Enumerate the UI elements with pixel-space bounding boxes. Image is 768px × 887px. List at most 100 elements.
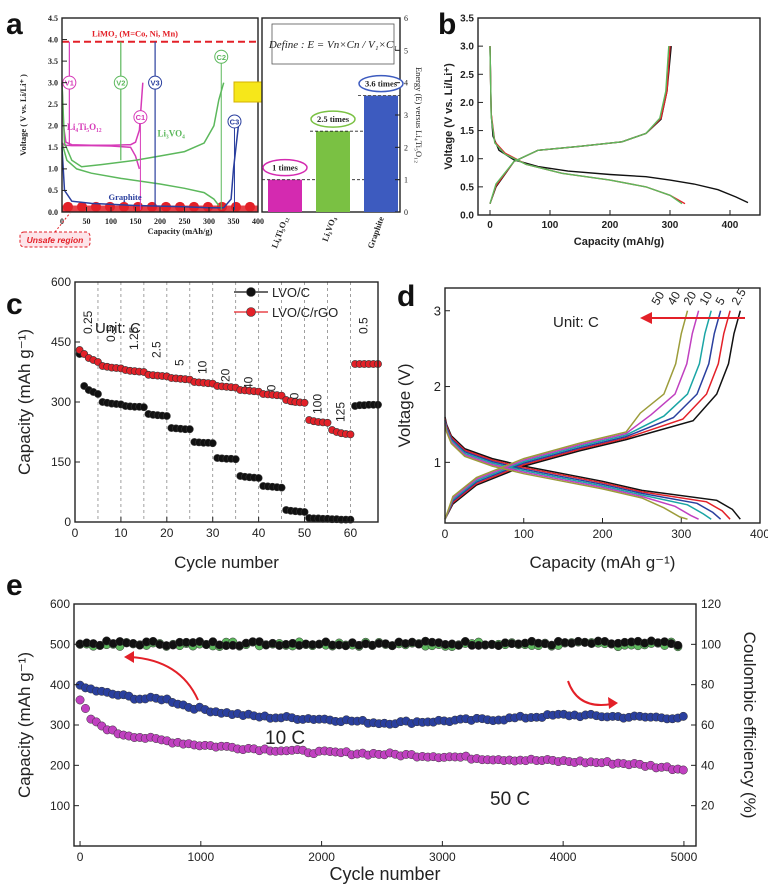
bar-category-label: Li₃VO₄ <box>320 215 338 243</box>
panel-b-voltage-profile-chart: 0 100 200 300 400 0.0 0.5 1.0 1.5 2.0 2.5 3.0 3.5 Cap… <box>443 14 761 248</box>
y-tick-label: 400 <box>50 678 70 692</box>
rate-label: 0.25 <box>81 310 95 334</box>
rate-label: 5 <box>712 294 728 307</box>
rate-label: 10 <box>696 289 715 308</box>
data-point <box>208 439 217 448</box>
y-tick-label: 5 <box>404 46 408 55</box>
x-tick-label: 200 <box>592 527 612 541</box>
y-tick-label: 3.0 <box>48 78 58 87</box>
rate-label: 0.5 <box>104 325 118 342</box>
panel-e-long-cycling-chart: 0 1000 2000 3000 4000 5000 100 200 300 400 500 600 2… <box>15 597 759 884</box>
unsafe-bubble <box>217 201 227 212</box>
y-tick-label: 3.0 <box>460 42 474 53</box>
x-tick-label: 0 <box>487 220 493 231</box>
y-tick-label: 3.5 <box>48 57 58 66</box>
y-tick-label: 6 <box>404 14 408 23</box>
series-line <box>61 82 225 168</box>
legend-label: LVO/C <box>272 285 310 300</box>
definition-formula: Define : E = Vn×Cn / V₁×C₁ <box>268 39 397 51</box>
series-line <box>489 46 671 204</box>
capacity-point <box>75 695 85 705</box>
panel-a-voltage-chart: LiMO₂ (M=Co, Ni, Mn) V1 V2 V3 C1 C2 C3 Li₄Ti₅O₁… <box>18 14 284 248</box>
capacity-marker-label: C2 <box>216 53 226 62</box>
x-tick-label: 0 <box>77 850 84 864</box>
y-tick-label: 450 <box>51 335 71 349</box>
x-tick-label: 2000 <box>308 850 335 864</box>
lto-curve-label: Li₄Ti₅O₁₂ <box>67 122 102 132</box>
x-tick-label: 300 <box>662 220 679 231</box>
x-tick-label: 400 <box>722 220 739 231</box>
y-tick-label: 0.5 <box>48 186 58 195</box>
panel-label-e: e <box>6 569 23 602</box>
data-point <box>254 474 263 482</box>
panel-label-c: c <box>6 288 23 321</box>
x-axis-title: Capacity (mAh/g) <box>148 226 213 236</box>
efficiency-point <box>460 637 470 646</box>
capacity-marker-label: C1 <box>136 113 146 122</box>
efficiency-point <box>95 640 105 650</box>
y-tick-label: 3 <box>434 303 441 318</box>
unsafe-bubble <box>203 201 213 212</box>
x-tick-label: 400 <box>750 527 768 541</box>
efficiency-point <box>454 640 464 650</box>
y2-tick-label: 20 <box>701 799 715 813</box>
data-point <box>94 390 102 398</box>
y-tick-label: 1.5 <box>48 143 58 152</box>
rate-label: 1.25 <box>127 326 141 350</box>
x-axis-title: Capacity (mAh g⁻¹) <box>530 553 676 572</box>
bar-label-ellipse <box>262 158 308 177</box>
data-point <box>323 418 332 427</box>
legend-marker <box>246 287 256 297</box>
charge-curve <box>444 310 731 520</box>
unsafe-bubble <box>63 201 73 212</box>
y-axis-title: Energy (E) versus Li₄Ti₅O₁₂ <box>414 67 424 163</box>
x-tick-label: 3000 <box>429 850 456 864</box>
y-tick-label: 1 <box>404 176 408 185</box>
y-tick-label: 600 <box>50 597 70 611</box>
capacity-marker-label: C3 <box>230 117 240 126</box>
y-tick-label: 0 <box>404 208 408 217</box>
y-tick-label: 2 <box>434 379 441 394</box>
right-arrow-head-icon <box>608 697 618 709</box>
discharge-curve <box>444 424 688 520</box>
unsafe-bubble <box>245 201 255 212</box>
data-point <box>346 430 355 439</box>
data-point <box>139 403 148 412</box>
y-axis-title: Voltage ( V vs. Li/Li⁺ ) <box>18 74 28 156</box>
x-tick-label: 60 <box>344 526 358 540</box>
unsafe-bubble <box>119 201 129 212</box>
legend-label: LVO/C/rGO <box>272 305 338 320</box>
y-tick-label: 200 <box>50 759 70 773</box>
rate-10c-label: 10 C <box>265 728 305 749</box>
y-tick-label: 2.5 <box>48 100 58 109</box>
energy-bar <box>316 131 350 212</box>
data-point <box>185 425 194 434</box>
unit-label: Unit: C <box>553 314 599 331</box>
unsafe-pointer <box>54 212 71 233</box>
data-point <box>300 398 309 407</box>
y-tick-label: 100 <box>50 799 70 813</box>
y-tick-label: 300 <box>50 718 70 732</box>
y-axis-title: Capacity (mAh g⁻¹) <box>15 652 34 798</box>
capacity-marker-circle <box>214 49 229 64</box>
efficiency-point <box>673 640 683 650</box>
panel-c-rate-capability-chart: 0.250.51.252.5510204050801001250.5010203… <box>15 275 382 572</box>
rate-label: 20 <box>680 289 699 308</box>
series-line <box>61 125 240 209</box>
y-tick-label: 600 <box>51 275 71 289</box>
rate-label: 5 <box>173 359 187 366</box>
x-tick-label: 4000 <box>550 850 577 864</box>
voltage-marker-circle <box>148 75 163 90</box>
series-line <box>489 46 672 204</box>
charge-curve <box>444 310 689 520</box>
panel-label-d: d <box>397 280 415 313</box>
capacity-point <box>678 711 688 721</box>
capacity-marker-circle <box>133 110 148 125</box>
y-tick-label: 4.5 <box>48 14 58 23</box>
unsafe-region-label: Unsafe region <box>27 235 84 245</box>
bar-value-label: 3.6 times <box>365 79 398 89</box>
voltage-marker-label: V3 <box>151 79 160 88</box>
legend-marker <box>246 307 256 317</box>
x-tick-label: 150 <box>130 217 142 226</box>
